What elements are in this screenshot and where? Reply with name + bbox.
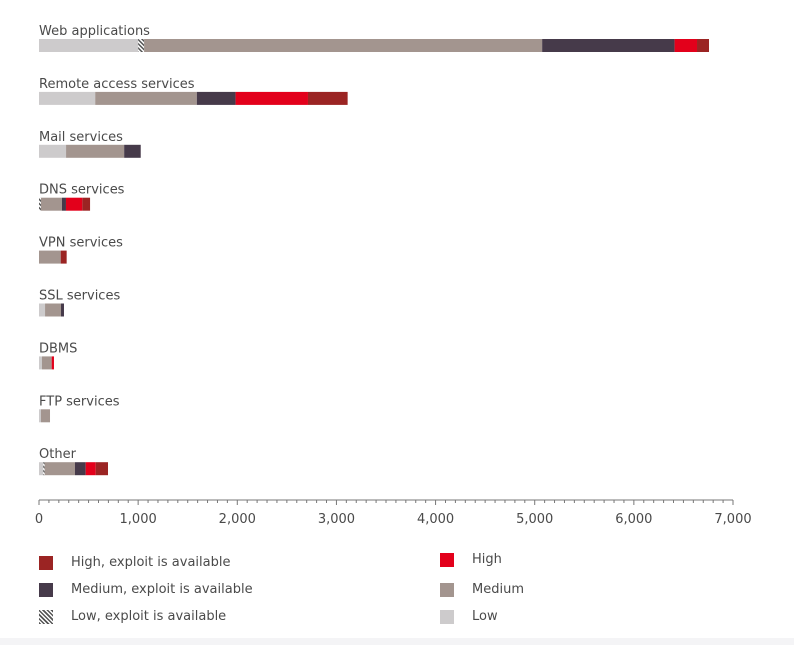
category-label: Other: [39, 447, 77, 462]
bar-segment-low: [39, 39, 139, 52]
bar-segment-high: [65, 197, 83, 211]
bar-segment-medium: [40, 197, 63, 211]
bar-segment-low: [39, 462, 44, 476]
legend-swatch-high-exploit: [39, 555, 53, 570]
bar-segment-low: [39, 409, 41, 423]
legend-swatch-medium: [440, 582, 454, 597]
x-tick-label: 1,000: [120, 512, 157, 527]
bar-segment-high-exploit-is-available: [82, 197, 91, 211]
legend-swatch-medium-exploit: [39, 582, 53, 597]
bar-segment-medium: [144, 39, 543, 52]
x-tick-label: 4,000: [417, 512, 454, 527]
legend-label: Medium, exploit is available: [71, 582, 253, 597]
legend-label: High: [472, 552, 502, 567]
legend-swatch-low: [440, 609, 454, 624]
bar-segment-low-exploit-is-available: [138, 39, 145, 52]
x-tick-label: 6,000: [615, 512, 652, 527]
footer-strip: [0, 638, 794, 645]
bar-segment-high: [85, 462, 96, 476]
category-label: FTP services: [39, 394, 120, 409]
category-label: Remote access services: [39, 77, 195, 92]
bar-segment-medium-exploit-is-available: [124, 144, 141, 158]
stacked-bar-chart: Web applications Remote access services Ma…: [35, 24, 752, 527]
legend-swatch-high: [440, 552, 454, 567]
category-label: Mail services: [39, 130, 123, 145]
bar-segment-low: [39, 91, 96, 105]
bar-segment-medium-exploit-is-available: [62, 197, 66, 211]
bar-segment-medium: [44, 462, 75, 476]
bar-segment-low-exploit-is-available: [39, 197, 41, 211]
legend-item-low: Low: [440, 609, 498, 624]
bar-segment-medium-exploit-is-available: [74, 462, 86, 476]
bar-segment-medium: [45, 303, 62, 317]
x-tick-label: 7,000: [714, 512, 751, 527]
bar-segment-high: [51, 356, 54, 370]
legend-label: High, exploit is available: [71, 555, 231, 570]
bar-segment-high-exploit-is-available: [60, 250, 67, 264]
bar-segment-medium: [66, 144, 125, 158]
bar-segment-high-exploit-is-available: [697, 39, 710, 52]
legend-item-medium: Medium: [440, 582, 524, 597]
x-tick-label: 0: [35, 512, 43, 527]
category-label: VPN services: [39, 236, 123, 251]
x-tick-label: 3,000: [318, 512, 355, 527]
legend-item-medium-exploit: Medium, exploit is available: [39, 582, 253, 597]
bar-segment-low: [39, 356, 42, 370]
bar-segment-low-exploit-is-available: [43, 462, 45, 476]
legend-label: Low: [472, 609, 498, 624]
bar-segment-high: [235, 91, 308, 105]
bar-segment-low: [39, 303, 46, 317]
bar-segment-medium: [41, 356, 52, 370]
legend-label: Medium: [472, 582, 524, 597]
legend-item-high-exploit: High, exploit is available: [39, 555, 230, 570]
bar-segment-high-exploit-is-available: [307, 91, 348, 105]
bar-segment-medium: [95, 91, 197, 105]
category-label: Web applications: [39, 24, 150, 39]
legend-label: Low, exploit is available: [71, 609, 227, 624]
bar-segment-medium: [40, 409, 51, 423]
legend-swatch-low-exploit: [39, 609, 53, 624]
bar-segment-medium-exploit-is-available: [61, 303, 64, 317]
bar-segment-high: [674, 39, 698, 52]
bar-segment-low: [39, 144, 67, 158]
category-label: DNS services: [39, 183, 125, 198]
legend-item-low-exploit: Low, exploit is available: [39, 609, 226, 624]
category-label: SSL services: [39, 289, 120, 304]
bar-segment-high-exploit-is-available: [95, 462, 109, 476]
x-tick-label: 2,000: [219, 512, 256, 527]
x-tick-label: 5,000: [516, 512, 553, 527]
bar-segment-medium-exploit-is-available: [542, 39, 675, 52]
bar-segment-medium-exploit-is-available: [196, 91, 236, 105]
legend-item-high: High: [440, 552, 502, 567]
bar-segment-medium: [39, 250, 61, 264]
category-label: DBMS: [39, 341, 77, 356]
